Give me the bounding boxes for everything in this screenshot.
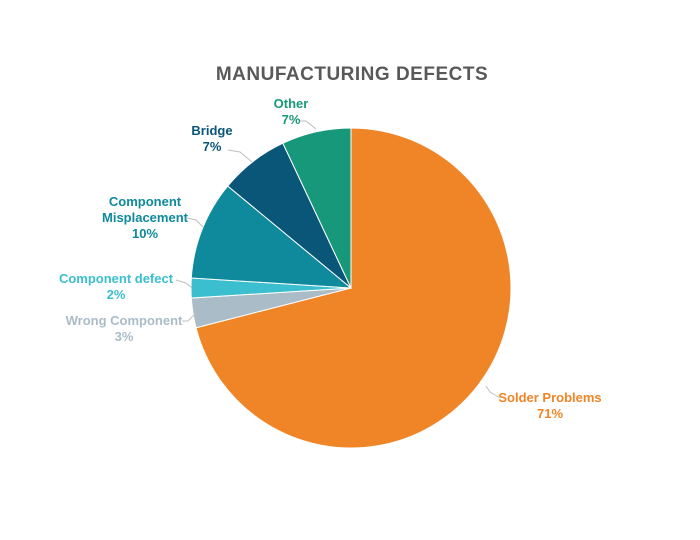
data-label-value: 2% (107, 287, 126, 302)
data-label-value: 71% (537, 406, 563, 421)
leader-line (182, 312, 197, 322)
data-label-category: Wrong Component (66, 313, 183, 328)
leader-line (485, 385, 501, 399)
data-label-value: 10% (132, 226, 158, 241)
leader-line (186, 217, 204, 228)
data-label-category: Component defect (59, 271, 174, 286)
data-label-category: Bridge (191, 123, 232, 138)
data-label-value: 7% (282, 112, 301, 127)
data-label-value: 7% (203, 139, 222, 154)
leader-line (227, 149, 253, 163)
data-label-category: Component (109, 194, 182, 209)
pie-slice-solder-problems (195, 127, 512, 449)
leader-line (300, 120, 317, 130)
data-label-value: 3% (115, 329, 134, 344)
pie-slice-component-misplacement (190, 185, 353, 289)
leader-line (175, 279, 193, 289)
chart-title: MANUFACTURING DEFECTS (216, 64, 488, 85)
data-label-category: Other (274, 96, 309, 111)
data-label-category: Solder Problems (498, 390, 601, 405)
data-label-category: Misplacement (102, 210, 189, 225)
pie-slice-other (282, 127, 352, 289)
